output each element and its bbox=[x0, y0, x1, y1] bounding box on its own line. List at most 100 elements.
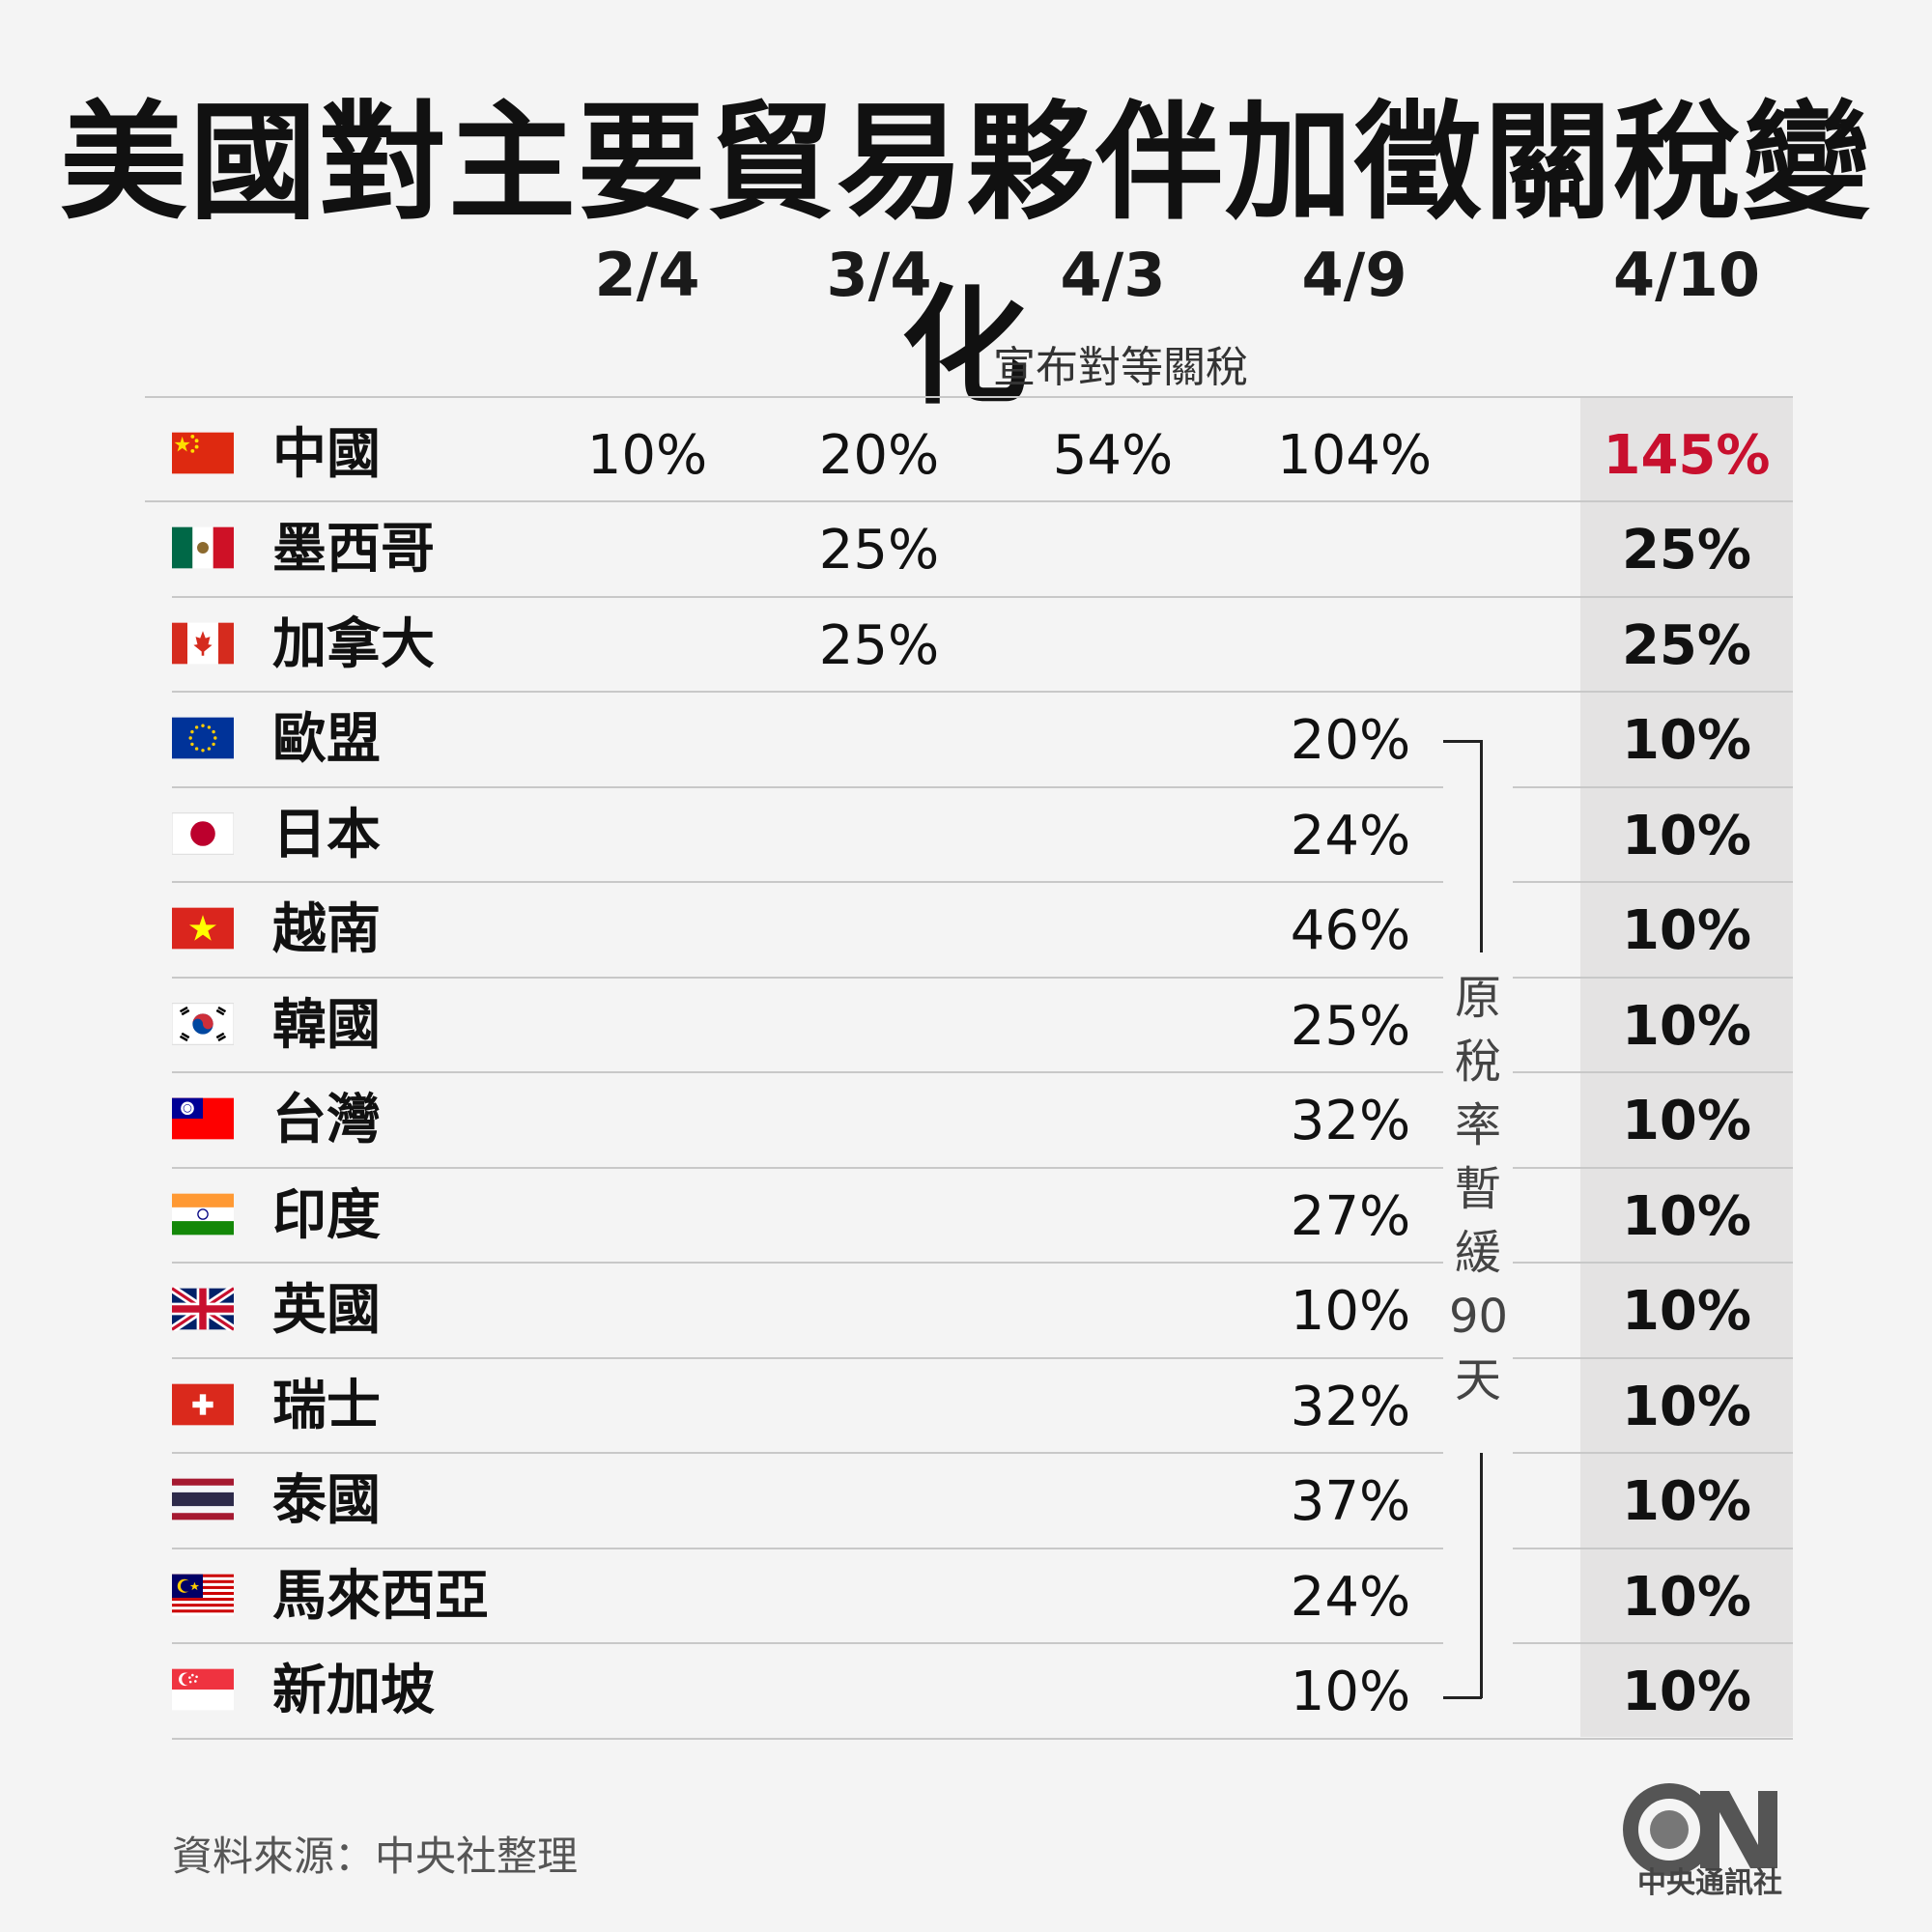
table-row: 加拿大 25% 25% bbox=[0, 598, 1932, 693]
japan-flag-icon bbox=[172, 811, 234, 856]
row-divider bbox=[172, 1738, 1793, 1740]
table-row: 日本 24% 10% bbox=[0, 788, 1932, 883]
bracket-char: 90 bbox=[1449, 1290, 1509, 1344]
row-divider bbox=[172, 1262, 1443, 1264]
bracket-tick-bottom bbox=[1443, 1696, 1482, 1699]
china-flag-icon bbox=[172, 431, 234, 475]
tariff-cell: 104% bbox=[1276, 424, 1433, 487]
bracket-line-bottom bbox=[1480, 1453, 1483, 1698]
uk-flag-icon bbox=[172, 1287, 234, 1331]
column-header-3-4: 3/4 bbox=[826, 240, 932, 310]
tariff-cell: 32% bbox=[1290, 1376, 1411, 1438]
table-row: 歐盟 20% 10% bbox=[0, 693, 1932, 787]
row-divider bbox=[1513, 1357, 1793, 1359]
column-header-2-4: 2/4 bbox=[594, 240, 700, 310]
country-name: 加拿大 bbox=[272, 613, 435, 676]
row-divider bbox=[172, 977, 1443, 979]
row-divider bbox=[145, 396, 1793, 398]
tariff-cell: 145% bbox=[1603, 424, 1771, 487]
country-name: 泰國 bbox=[272, 1469, 381, 1532]
tariff-cell: 32% bbox=[1290, 1090, 1411, 1152]
canada-flag-icon bbox=[172, 621, 234, 666]
table-row: 新加坡 10% 10% bbox=[0, 1644, 1932, 1739]
tariff-cell: 25% bbox=[1621, 519, 1752, 582]
table-row: 印度 27% 10% bbox=[0, 1169, 1932, 1264]
row-divider bbox=[1513, 1071, 1793, 1073]
country-name: 馬來西亞 bbox=[272, 1565, 489, 1628]
row-divider bbox=[1513, 786, 1793, 788]
row-divider bbox=[172, 881, 1443, 883]
tariff-cell: 25% bbox=[818, 519, 940, 582]
tariff-cell: 10% bbox=[1621, 995, 1752, 1058]
row-divider bbox=[172, 1642, 1443, 1644]
bracket-char: 稅 bbox=[1454, 1035, 1501, 1089]
tariff-cell: 24% bbox=[1290, 1566, 1411, 1629]
tariff-cell: 20% bbox=[818, 424, 940, 487]
thailand-flag-icon bbox=[172, 1477, 234, 1521]
row-divider bbox=[172, 1452, 1443, 1454]
table-row: 韓國 25% 10% bbox=[0, 979, 1932, 1073]
source-note: 資料來源：中央社整理 bbox=[172, 1833, 579, 1880]
country-name: 印度 bbox=[272, 1184, 381, 1247]
tariff-cell: 10% bbox=[1621, 805, 1752, 867]
country-name: 台灣 bbox=[272, 1089, 381, 1151]
row-divider bbox=[1513, 1642, 1793, 1644]
malaysia-flag-icon bbox=[172, 1573, 234, 1617]
tariff-cell: 10% bbox=[1290, 1661, 1411, 1723]
switzerland-flag-icon bbox=[172, 1382, 234, 1427]
table-row: 越南 46% 10% bbox=[0, 883, 1932, 978]
logo-text: 中央通訊社 bbox=[1637, 1866, 1782, 1900]
india-flag-icon bbox=[172, 1192, 234, 1236]
row-divider bbox=[172, 786, 1443, 788]
table-row: 台灣 32% 10% bbox=[0, 1073, 1932, 1168]
page-title: 美國對主要貿易夥伴加徵關稅變化 bbox=[60, 89, 1872, 422]
tariff-cell: 10% bbox=[1621, 1090, 1752, 1152]
country-name: 英國 bbox=[272, 1279, 381, 1342]
tariff-cell: 25% bbox=[1290, 995, 1411, 1058]
table-row: 墨西哥 25% 25% bbox=[0, 502, 1932, 597]
bracket-tick-top bbox=[1443, 740, 1482, 743]
bracket-char: 緩 bbox=[1454, 1226, 1501, 1280]
bracket-line-top bbox=[1480, 740, 1483, 952]
tariff-cell: 37% bbox=[1290, 1470, 1411, 1533]
country-name: 瑞士 bbox=[272, 1375, 381, 1437]
tariff-cell: 10% bbox=[1621, 899, 1752, 962]
row-divider bbox=[172, 1071, 1443, 1073]
tariff-cell: 10% bbox=[1621, 709, 1752, 772]
tariff-cell: 54% bbox=[1052, 424, 1174, 487]
column-note: 宣布對等關稅 bbox=[993, 343, 1248, 392]
country-name: 墨西哥 bbox=[272, 518, 435, 581]
row-divider bbox=[172, 1548, 1443, 1549]
row-divider bbox=[1513, 881, 1793, 883]
tariff-cell: 27% bbox=[1290, 1185, 1411, 1248]
tariff-cell: 10% bbox=[586, 424, 708, 487]
bracket-char: 天 bbox=[1454, 1353, 1501, 1407]
column-header-4-9: 4/9 bbox=[1301, 240, 1407, 310]
tariff-cell: 24% bbox=[1290, 805, 1411, 867]
table-row: 泰國 37% 10% bbox=[0, 1454, 1932, 1548]
country-name: 越南 bbox=[272, 898, 381, 961]
tariff-cell: 46% bbox=[1290, 899, 1411, 962]
bracket-char: 率 bbox=[1454, 1098, 1501, 1152]
tariff-cell: 10% bbox=[1621, 1376, 1752, 1438]
country-name: 中國 bbox=[272, 423, 381, 486]
row-divider bbox=[1513, 1452, 1793, 1454]
table-row: 英國 10% 10% bbox=[0, 1264, 1932, 1358]
korea-flag-icon bbox=[172, 1002, 234, 1046]
row-divider bbox=[1513, 1262, 1793, 1264]
row-divider bbox=[1513, 1167, 1793, 1169]
row-divider bbox=[172, 1167, 1443, 1169]
mexico-flag-icon bbox=[172, 526, 234, 570]
tariff-cell: 10% bbox=[1621, 1470, 1752, 1533]
tariff-cell: 25% bbox=[818, 614, 940, 677]
table-row: 馬來西亞 24% 10% bbox=[0, 1549, 1932, 1644]
tariff-cell: 25% bbox=[1621, 614, 1752, 677]
row-divider bbox=[1513, 977, 1793, 979]
row-divider bbox=[172, 596, 1793, 598]
country-name: 日本 bbox=[272, 804, 381, 867]
tariff-cell: 10% bbox=[1621, 1185, 1752, 1248]
bracket-char: 暫 bbox=[1454, 1162, 1501, 1216]
taiwan-flag-icon bbox=[172, 1096, 234, 1141]
bracket-char: 原 bbox=[1454, 971, 1501, 1025]
table-row: 中國 10% 20% 54% 104% 145% bbox=[0, 408, 1932, 502]
